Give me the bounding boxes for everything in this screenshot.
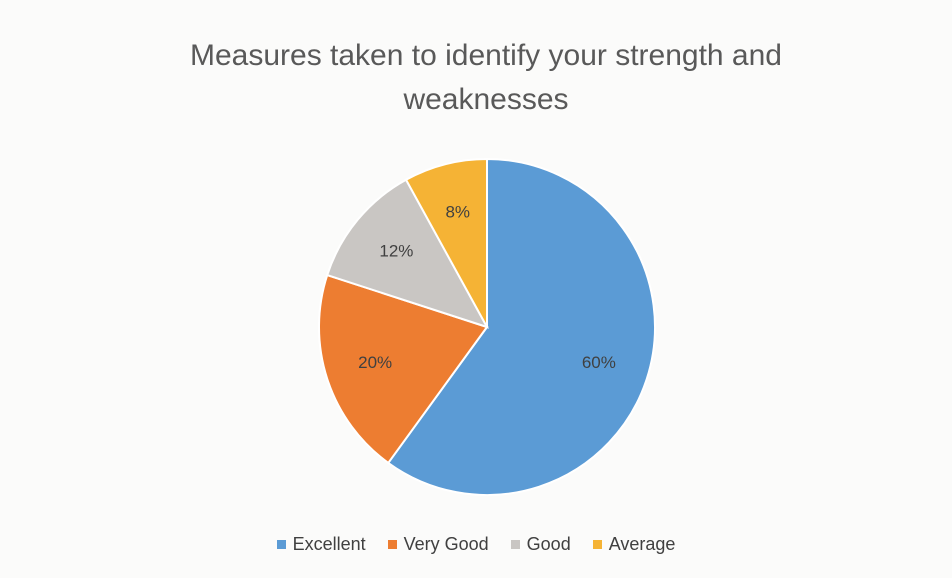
pie-slice — [404, 157, 488, 328]
pie-slice — [386, 157, 656, 496]
legend-label: Excellent — [292, 534, 366, 554]
data-label: 12% — [379, 242, 413, 261]
legend-item: Very Good — [387, 534, 489, 555]
legend-item: Average — [592, 534, 676, 555]
chart-title: Measures taken to identify your strength… — [189, 39, 782, 116]
legend-label: Very Good — [403, 534, 489, 554]
pie-slice — [318, 273, 489, 465]
pie-slice — [325, 178, 490, 329]
data-label: 8% — [445, 203, 470, 222]
legend-swatch — [387, 540, 397, 549]
legend-swatch — [592, 540, 602, 549]
legend-swatch — [510, 540, 520, 549]
legend-label: Average — [608, 534, 676, 554]
legend-item: Excellent — [276, 534, 366, 555]
legend-swatch — [276, 540, 286, 549]
data-label: 20% — [358, 353, 392, 372]
legend-label: Good — [526, 534, 571, 554]
data-label: 60% — [582, 353, 616, 372]
legend: Excellent Very Good Good Average — [0, 534, 952, 555]
legend-item: Good — [510, 534, 571, 555]
